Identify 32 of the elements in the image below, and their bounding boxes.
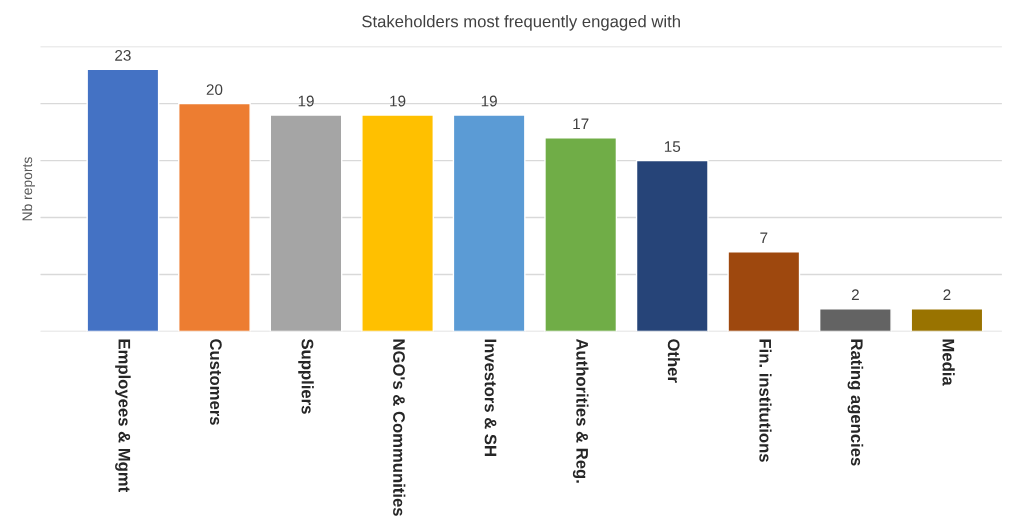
x-tick-label: Rating agencies — [847, 339, 864, 466]
x-tick-label: Authorities & Reg. — [572, 338, 589, 483]
data-label: 7 — [760, 232, 768, 244]
bar — [178, 102, 251, 332]
data-label: 17 — [573, 118, 589, 130]
bar — [269, 114, 343, 332]
data-label: 19 — [298, 95, 314, 107]
data-label: 2 — [943, 289, 951, 300]
bar — [86, 68, 160, 332]
bar — [910, 308, 984, 332]
x-tick-label: Other — [667, 339, 681, 383]
bar — [635, 159, 709, 332]
data-label: 15 — [664, 141, 681, 152]
x-tick-label: Fin. institutions — [759, 339, 772, 462]
data-label: 19 — [390, 95, 406, 107]
bar — [727, 251, 801, 332]
bar — [361, 114, 434, 332]
x-tick-label: Suppliers — [298, 338, 314, 414]
data-label: 2 — [851, 289, 859, 300]
chart-title: Stakeholders most frequently engaged with — [362, 15, 680, 31]
data-label: 20 — [206, 84, 223, 96]
x-tick-label: Customers — [209, 339, 222, 425]
data-label: 23 — [115, 50, 131, 61]
y-axis-title: Nb reports — [21, 157, 35, 221]
x-tick-label: Employees & Mgmt — [115, 339, 131, 492]
bar — [544, 137, 618, 332]
bar — [818, 308, 892, 332]
x-tick-label: Investors & SH — [484, 339, 497, 456]
x-tick-label: NGO's & Communities — [393, 339, 406, 516]
x-tick-label: Media — [942, 339, 955, 386]
data-label: 19 — [481, 95, 497, 107]
bar — [452, 114, 526, 332]
